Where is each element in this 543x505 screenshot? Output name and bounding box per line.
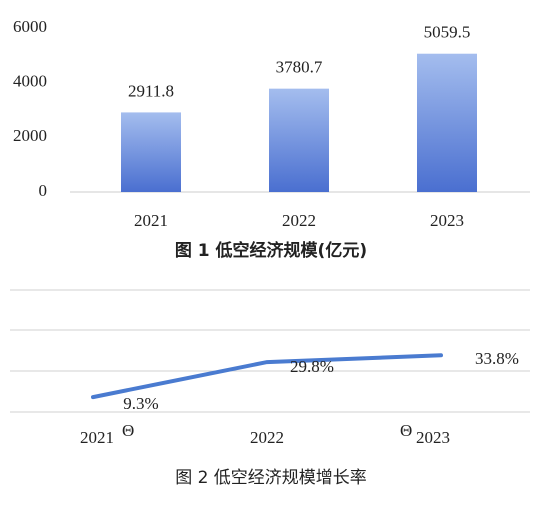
caption: 图 1 低空经济规模(亿元) [175,240,367,261]
x-tick-label: 2023 [416,428,450,447]
x-tick-label: 2021 [134,211,168,230]
annotation: Θ [400,421,412,440]
value-label: 3780.7 [276,58,323,77]
x-tick-label: 2022 [250,428,284,447]
line [91,353,443,400]
annotation: Θ [122,421,134,440]
y-tick-label: 2000 [13,126,47,145]
value-label: 33.8% [475,349,519,368]
x-tick-label: 2021 [80,428,114,447]
bar [121,112,181,192]
y-tick-label: 0 [39,181,48,200]
value-label: 29.8% [290,357,334,376]
grid [10,289,530,413]
value-label: 5059.5 [424,23,471,42]
y-tick-label: 6000 [13,17,47,36]
caption: 图 2 低空经济规模增长率 [175,468,367,488]
value-label: 2911.8 [128,81,174,100]
value-label: 9.3% [123,394,158,413]
y-tick-label: 4000 [13,72,47,91]
bar [417,53,477,192]
bar [269,88,329,192]
x-tick-label: 2023 [430,211,464,230]
x-tick-label: 2022 [282,211,316,230]
